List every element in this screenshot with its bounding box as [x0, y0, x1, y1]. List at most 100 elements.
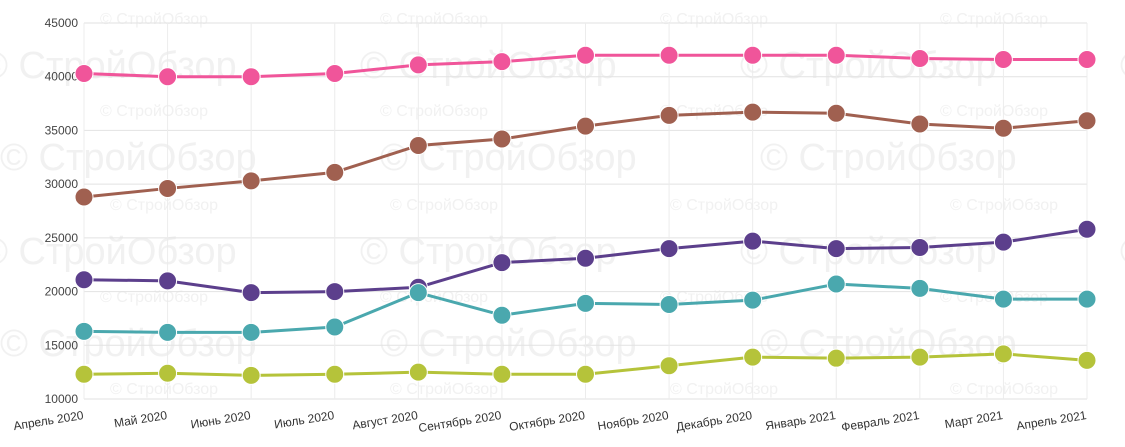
series-1-point[interactable]: [74, 63, 94, 83]
series-5-point[interactable]: [408, 362, 428, 382]
x-tick-label: Февраль 2021: [840, 408, 920, 434]
y-axis-ticks: 10000 15000 20000 25000 30000 35000 40000 45000: [45, 16, 79, 406]
y-tick-label: 45000: [45, 16, 79, 30]
grid: [83, 22, 1088, 400]
series-2-point[interactable]: [74, 187, 94, 207]
watermark-text: © СтройОбзор: [100, 11, 208, 28]
watermark-text: © СтройОбзор: [390, 381, 498, 398]
watermark-text: © СтройОбзор: [760, 137, 1017, 179]
series-4-point[interactable]: [659, 294, 679, 314]
series-5-point[interactable]: [826, 348, 846, 368]
series-2-point[interactable]: [408, 135, 428, 155]
series-2-point[interactable]: [659, 105, 679, 125]
series-3-point[interactable]: [1077, 219, 1097, 239]
series-5-point[interactable]: [1077, 350, 1097, 370]
x-tick-label: Ноябрь 2020: [597, 408, 670, 433]
series-3-point[interactable]: [659, 239, 679, 259]
series-5: [74, 344, 1097, 385]
series-5-point[interactable]: [492, 364, 512, 384]
x-tick-label: Декабрь 2020: [675, 408, 753, 434]
series-3: [74, 219, 1097, 303]
series-1-point[interactable]: [408, 55, 428, 75]
watermark-text: © СтройОбзор: [1120, 45, 1125, 87]
series-5-point[interactable]: [158, 363, 178, 383]
series-2-point[interactable]: [492, 129, 512, 149]
watermark-text: © СтройОбзор: [380, 323, 637, 365]
series-5-point[interactable]: [910, 347, 930, 367]
series-5-point[interactable]: [241, 365, 261, 385]
series-2-point[interactable]: [993, 118, 1013, 138]
series-1-point[interactable]: [325, 63, 345, 83]
series-4-point[interactable]: [576, 293, 595, 313]
x-tick-label: Июнь 2020: [190, 408, 252, 431]
series-3-point[interactable]: [826, 239, 846, 259]
series-2-point[interactable]: [743, 102, 763, 122]
series-1-point[interactable]: [241, 67, 261, 87]
series-3-point[interactable]: [325, 282, 345, 302]
series-3-point[interactable]: [576, 248, 595, 268]
watermark-text: © СтройОбзор: [0, 231, 237, 273]
watermark-text: © СтройОбзор: [740, 45, 997, 87]
series-2-point[interactable]: [1077, 111, 1097, 131]
watermark-text: © СтройОбзор: [940, 11, 1048, 28]
series-1-point[interactable]: [492, 52, 512, 72]
x-tick-label: Октябрь 2020: [508, 408, 586, 434]
series-2-point[interactable]: [158, 178, 178, 198]
series-4-point[interactable]: [158, 322, 178, 342]
series-5-point[interactable]: [325, 364, 345, 384]
series-1-point[interactable]: [743, 45, 763, 65]
series-4-point[interactable]: [826, 274, 846, 294]
series-4-point[interactable]: [325, 317, 345, 337]
series-4-point[interactable]: [910, 278, 930, 298]
series-1-point[interactable]: [826, 45, 846, 65]
watermark-text: © СтройОбзор: [0, 323, 257, 365]
watermark-text: © СтройОбзор: [950, 381, 1058, 398]
series-4-point[interactable]: [492, 305, 512, 325]
series-2-point[interactable]: [576, 116, 595, 136]
watermark-text: © СтройОбзор: [670, 197, 778, 214]
x-tick-label: Апрель 2021: [1015, 408, 1087, 433]
series-3-point[interactable]: [492, 253, 512, 273]
series-4-point[interactable]: [743, 290, 763, 310]
series-4-point[interactable]: [408, 283, 428, 303]
series-5-point[interactable]: [743, 347, 763, 367]
series-5-point[interactable]: [74, 364, 94, 384]
watermark-text: © СтройОбзор: [100, 289, 208, 306]
series-3-point[interactable]: [158, 271, 178, 291]
watermark-text: © СтройОбзор: [1120, 231, 1125, 273]
series-1-point[interactable]: [158, 67, 178, 87]
series-4-point[interactable]: [241, 322, 261, 342]
x-tick-label: Июль 2020: [273, 408, 335, 431]
series-4-point[interactable]: [1077, 289, 1097, 309]
series-2-point[interactable]: [826, 103, 846, 123]
y-tick-label: 25000: [45, 231, 79, 245]
series-1-point[interactable]: [659, 45, 679, 65]
series-5-point[interactable]: [576, 364, 595, 384]
series-3-point[interactable]: [993, 232, 1013, 252]
y-tick-label: 15000: [45, 338, 79, 352]
series-1: [74, 45, 1097, 87]
series-5-point[interactable]: [659, 356, 679, 376]
series-3-point[interactable]: [743, 231, 763, 251]
watermark-text: © СтройОбзор: [950, 197, 1058, 214]
series-1-point[interactable]: [993, 50, 1013, 70]
series-2-point[interactable]: [910, 114, 930, 134]
series-5-point[interactable]: [993, 344, 1013, 364]
watermark-text: © СтройОбзор: [110, 197, 218, 214]
watermark-text: © СтройОбзор: [100, 103, 208, 120]
series-2-point[interactable]: [325, 162, 345, 182]
series-2-point[interactable]: [241, 171, 261, 191]
series-layer: [74, 45, 1097, 385]
series-3-point[interactable]: [910, 238, 930, 258]
series-1-point[interactable]: [910, 48, 930, 68]
series-4-point[interactable]: [993, 289, 1013, 309]
x-tick-label: Март 2021: [944, 408, 1005, 431]
series-3-point[interactable]: [74, 270, 94, 290]
series-4-point[interactable]: [74, 321, 94, 341]
series-3-point[interactable]: [241, 283, 261, 303]
watermark-text: © СтройОбзор: [380, 11, 488, 28]
y-tick-label: 10000: [45, 392, 79, 406]
series-1-point[interactable]: [1077, 50, 1097, 70]
series-1-point[interactable]: [576, 45, 595, 65]
